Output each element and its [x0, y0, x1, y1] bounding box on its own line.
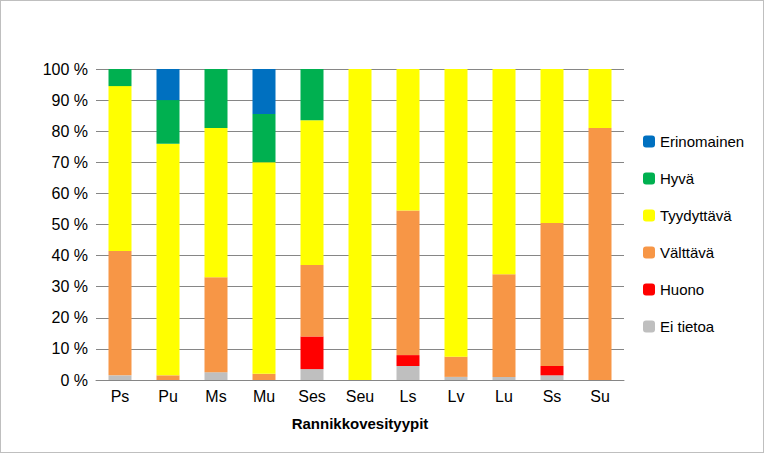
- svg-text:Ei tietoa: Ei tietoa: [660, 318, 715, 335]
- svg-text:80 %: 80 %: [52, 123, 88, 140]
- svg-text:Välttävä: Välttävä: [660, 244, 715, 261]
- svg-text:50 %: 50 %: [52, 216, 88, 233]
- svg-text:40 %: 40 %: [52, 247, 88, 264]
- svg-text:0 %: 0 %: [60, 372, 88, 389]
- svg-text:70 %: 70 %: [52, 154, 88, 171]
- svg-text:Ses: Ses: [298, 388, 326, 405]
- svg-text:Ss: Ss: [543, 388, 562, 405]
- svg-text:30 %: 30 %: [52, 278, 88, 295]
- svg-text:Mu: Mu: [253, 388, 275, 405]
- svg-text:Erinomainen: Erinomainen: [660, 133, 744, 150]
- svg-text:Ps: Ps: [111, 388, 130, 405]
- svg-text:10 %: 10 %: [52, 340, 88, 357]
- svg-text:Lv: Lv: [448, 388, 465, 405]
- svg-text:Pu: Pu: [158, 388, 178, 405]
- svg-text:Ms: Ms: [205, 388, 226, 405]
- svg-text:90 %: 90 %: [52, 92, 88, 109]
- svg-text:100 %: 100 %: [43, 61, 88, 78]
- svg-text:Su: Su: [590, 388, 610, 405]
- svg-text:Tyydyttävä: Tyydyttävä: [660, 207, 732, 224]
- svg-text:60 %: 60 %: [52, 185, 88, 202]
- svg-text:Hyvä: Hyvä: [660, 170, 695, 187]
- svg-text:Huono: Huono: [660, 281, 704, 298]
- svg-text:Lu: Lu: [495, 388, 513, 405]
- svg-text:Rannikkovesityypit: Rannikkovesityypit: [292, 415, 429, 432]
- svg-text:20 %: 20 %: [52, 309, 88, 326]
- svg-text:Ls: Ls: [400, 388, 417, 405]
- svg-text:Seu: Seu: [346, 388, 374, 405]
